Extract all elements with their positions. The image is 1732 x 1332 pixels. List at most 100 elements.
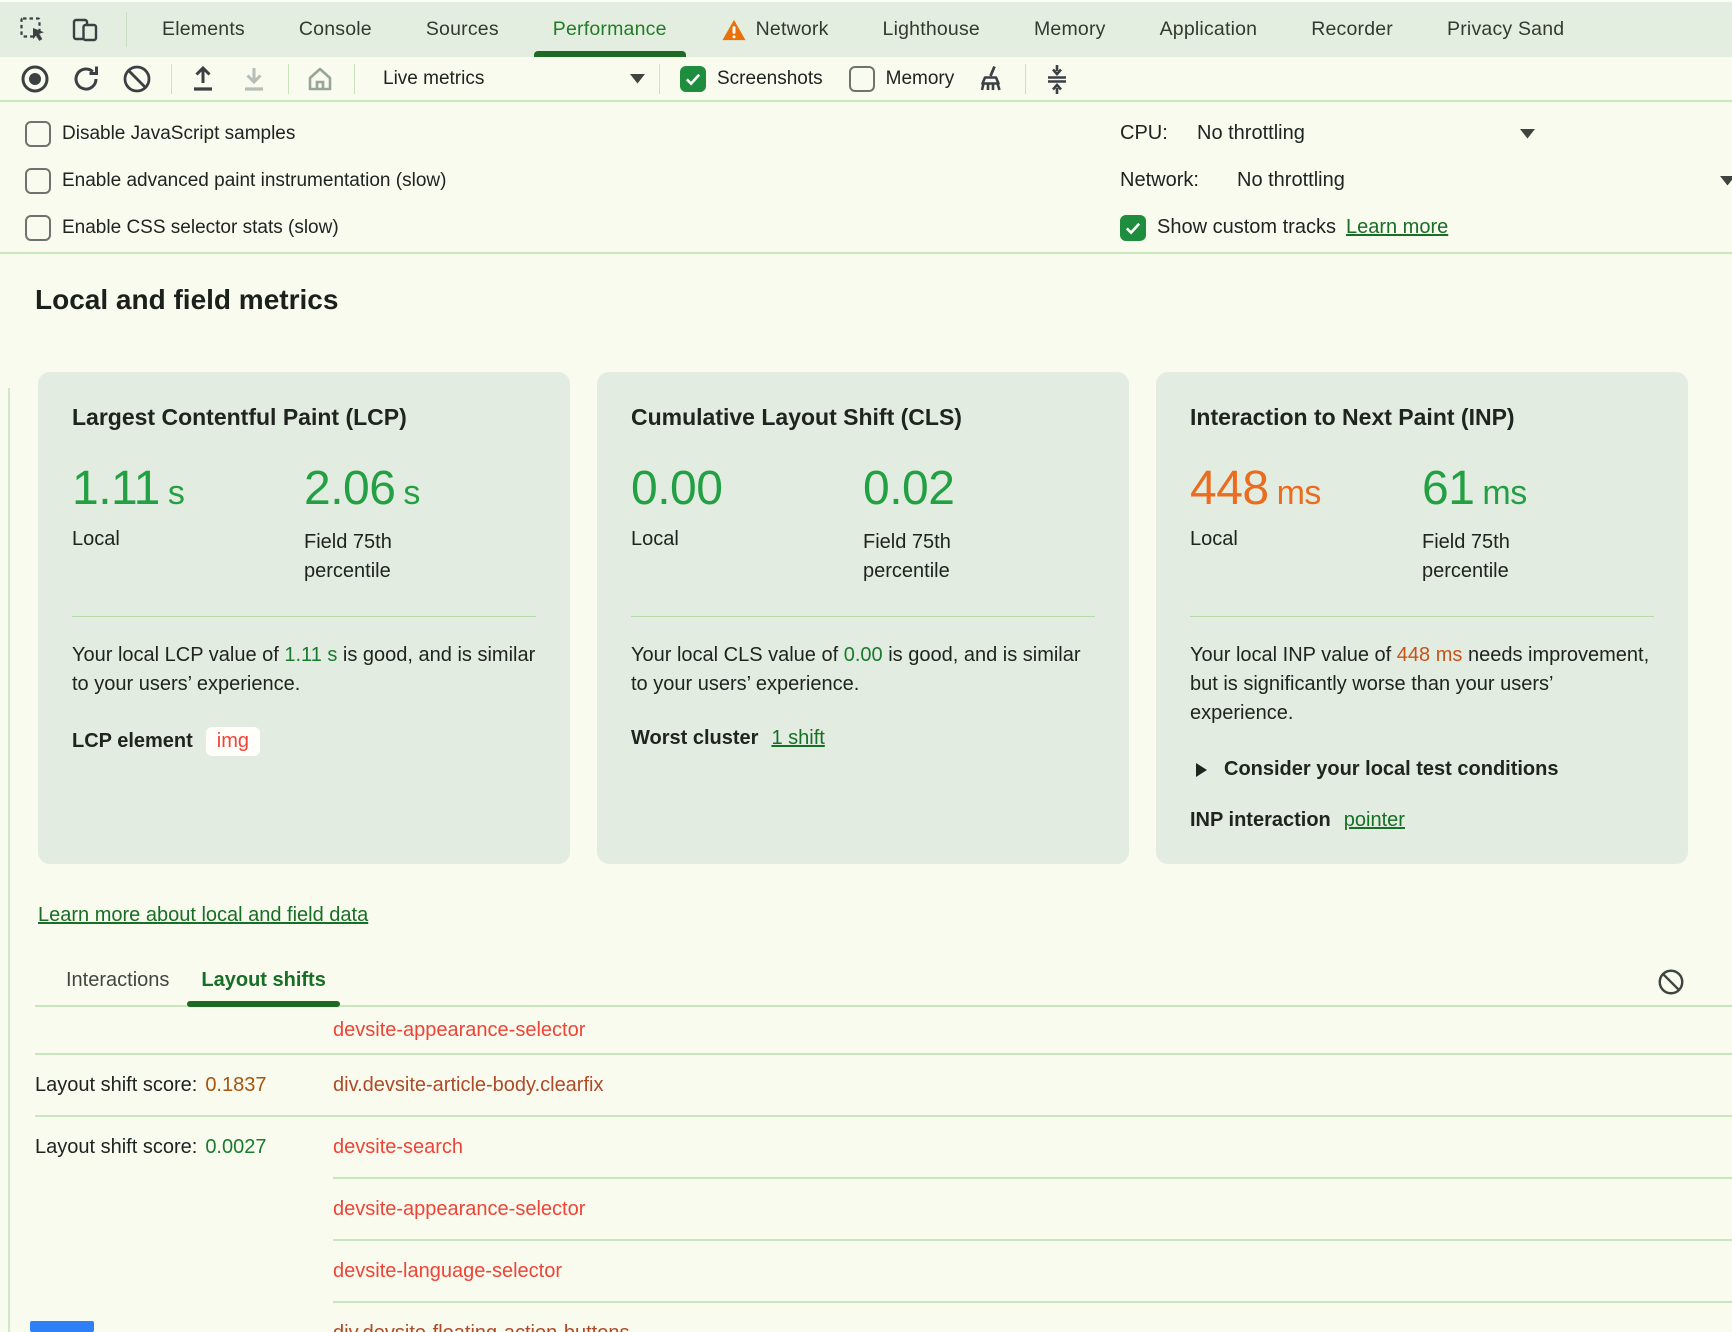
tab-lighthouse[interactable]: Lighthouse bbox=[856, 2, 1007, 57]
toolbar-separator bbox=[171, 63, 172, 94]
inp-field-value: 61 ms bbox=[1422, 461, 1654, 516]
tab-network[interactable]: Network bbox=[694, 2, 856, 57]
inp-card-title: Interaction to Next Paint (INP) bbox=[1190, 404, 1515, 430]
tab-label: Lighthouse bbox=[882, 18, 980, 40]
cls-description: Your local CLS value of 0.00 is good, an… bbox=[631, 641, 1095, 699]
worst-cluster-link[interactable]: 1 shift bbox=[771, 727, 825, 749]
tab-application[interactable]: Application bbox=[1133, 2, 1285, 57]
element-link[interactable]: devsite-language-selector bbox=[333, 1259, 563, 1282]
worst-cluster-label: Worst cluster bbox=[631, 727, 759, 749]
device-toolbar-icon[interactable] bbox=[66, 11, 104, 49]
value-label: Field 75th percentile bbox=[304, 531, 392, 582]
record-icon[interactable] bbox=[18, 62, 52, 96]
checkbox-label: Screenshots bbox=[717, 67, 823, 89]
element-link[interactable]: div.devsite-article-body.clearfix bbox=[333, 1073, 604, 1096]
panel-left-edge bbox=[8, 388, 10, 1332]
network-value: No throttling bbox=[1237, 169, 1345, 191]
checkbox-unchecked-icon bbox=[848, 65, 875, 92]
desc-value: 1.11 s bbox=[284, 644, 338, 666]
selector-cell: div.devsite-floating-action-buttons bbox=[333, 1301, 1732, 1332]
cpu-label: CPU: bbox=[1120, 122, 1168, 144]
learn-more-field-data-link[interactable]: Learn more about local and field data bbox=[38, 904, 369, 926]
tab-sources[interactable]: Sources bbox=[399, 2, 526, 57]
lcp-local-value: 1.11 s bbox=[72, 461, 304, 516]
cpu-throttling-select[interactable]: CPU: No throttling bbox=[1120, 110, 1732, 157]
selector-cell: devsite-appearance-selector bbox=[333, 1007, 1732, 1053]
show-custom-tracks-row: Show custom tracks Learn more bbox=[1120, 204, 1732, 251]
table-row[interactable]: div.devsite-floating-action-buttons bbox=[35, 1301, 1732, 1332]
tab-label: Application bbox=[1159, 18, 1258, 40]
cls-field-column: 0.02 Field 75th percentile bbox=[863, 461, 1095, 586]
table-row[interactable]: Layout shift score: 0.0027 devsite-searc… bbox=[35, 1115, 1732, 1177]
live-metrics-view: Local and field metrics Largest Contentf… bbox=[0, 284, 1732, 1332]
lcp-field-value: 2.06 s bbox=[304, 461, 536, 516]
tab-memory[interactable]: Memory bbox=[1007, 2, 1133, 57]
history-dropdown[interactable]: Live metrics bbox=[369, 68, 659, 90]
inp-description: Your local INP value of 448 ms needs imp… bbox=[1190, 641, 1654, 728]
tab-privacy-sandbox[interactable]: Privacy Sand bbox=[1420, 2, 1591, 57]
element-link[interactable]: devsite-appearance-selector bbox=[333, 1197, 586, 1220]
inp-field-column: 61 ms Field 75th percentile bbox=[1422, 461, 1654, 586]
tab-recorder[interactable]: Recorder bbox=[1284, 2, 1420, 57]
tab-elements[interactable]: Elements bbox=[135, 2, 272, 57]
show-custom-tracks-checkbox[interactable]: Show custom tracks bbox=[1120, 214, 1336, 241]
checkbox-checked-icon bbox=[680, 65, 706, 92]
cpu-value: No throttling bbox=[1197, 122, 1305, 144]
checkbox-unchecked-icon bbox=[25, 167, 51, 194]
desc-value: 0.00 bbox=[843, 644, 883, 666]
cls-card-title: Cumulative Layout Shift (CLS) bbox=[631, 404, 962, 430]
performance-toolbar: Live metrics Screenshots Memory bbox=[0, 57, 1732, 102]
card-divider bbox=[1190, 616, 1654, 617]
scroll-indicator bbox=[30, 1321, 94, 1332]
table-row[interactable]: devsite-language-selector bbox=[35, 1239, 1732, 1301]
save-profile-icon[interactable] bbox=[237, 62, 271, 96]
gc-broom-icon[interactable] bbox=[974, 62, 1008, 96]
table-row[interactable]: devsite-appearance-selector bbox=[35, 1007, 1732, 1053]
collapse-icon[interactable] bbox=[1040, 62, 1074, 96]
element-link[interactable]: devsite-appearance-selector bbox=[333, 1018, 586, 1041]
throttling-settings: CPU: No throttling Network: No throttlin… bbox=[1120, 110, 1732, 251]
css-selector-stats-checkbox[interactable]: Enable CSS selector stats (slow) bbox=[25, 204, 446, 251]
checkbox-checked-icon bbox=[1120, 214, 1146, 241]
tab-console[interactable]: Console bbox=[272, 2, 399, 57]
subtab-label: Interactions bbox=[66, 968, 170, 991]
network-throttling-select[interactable]: Network: No throttling bbox=[1120, 157, 1732, 204]
tab-label: Recorder bbox=[1311, 18, 1394, 40]
toolbar-separator bbox=[1025, 63, 1027, 94]
lcp-card: Largest Contentful Paint (LCP) 1.11 s Loc… bbox=[38, 372, 570, 864]
screenshots-checkbox[interactable]: Screenshots bbox=[680, 65, 823, 92]
inp-card: Interaction to Next Paint (INP) 448 ms Lo… bbox=[1156, 372, 1688, 864]
advanced-paint-checkbox[interactable]: Enable advanced paint instrumentation (s… bbox=[25, 157, 446, 204]
inp-interaction-link[interactable]: pointer bbox=[1343, 809, 1405, 831]
memory-checkbox[interactable]: Memory bbox=[848, 65, 954, 92]
value-label: Local bbox=[72, 528, 120, 550]
consider-conditions-label: Consider your local test conditions bbox=[1224, 758, 1559, 780]
learn-more-link[interactable]: Learn more bbox=[1345, 216, 1449, 238]
lcp-element-link[interactable]: img bbox=[205, 727, 261, 756]
home-icon[interactable] bbox=[303, 62, 337, 96]
tab-layout-shifts[interactable]: Layout shifts bbox=[185, 955, 341, 1007]
consider-conditions-disclosure[interactable]: Consider your local test conditions bbox=[1190, 758, 1654, 781]
lcp-field-column: 2.06 s Field 75th percentile bbox=[304, 461, 536, 586]
disable-js-samples-checkbox[interactable]: Disable JavaScript samples bbox=[25, 110, 446, 157]
tab-label: Console bbox=[298, 18, 372, 40]
checkbox-unchecked-icon bbox=[25, 214, 51, 241]
table-row[interactable]: Layout shift score: 0.1837 div.devsite-a… bbox=[35, 1053, 1732, 1115]
chevron-down-icon bbox=[1720, 175, 1732, 186]
element-link[interactable]: devsite-search bbox=[333, 1135, 464, 1158]
subtab-label: Layout shifts bbox=[201, 968, 326, 991]
inspect-element-icon[interactable] bbox=[14, 11, 52, 49]
value-number: 0.00 bbox=[631, 462, 723, 515]
reload-record-icon[interactable] bbox=[69, 62, 103, 96]
value-unit: ms bbox=[1276, 474, 1322, 512]
tab-interactions[interactable]: Interactions bbox=[50, 955, 185, 1005]
value-number: 61 bbox=[1422, 462, 1475, 515]
table-row[interactable]: devsite-appearance-selector bbox=[35, 1177, 1732, 1239]
element-link[interactable]: div.devsite-floating-action-buttons bbox=[333, 1322, 629, 1332]
clear-log-icon[interactable] bbox=[1652, 963, 1690, 1001]
value-number: 448 bbox=[1190, 462, 1269, 515]
inp-values: 448 ms Local 61 ms Field 75th percentile bbox=[1190, 461, 1654, 586]
load-profile-icon[interactable] bbox=[186, 62, 220, 96]
tab-performance[interactable]: Performance bbox=[526, 2, 694, 57]
clear-icon[interactable] bbox=[120, 62, 154, 96]
